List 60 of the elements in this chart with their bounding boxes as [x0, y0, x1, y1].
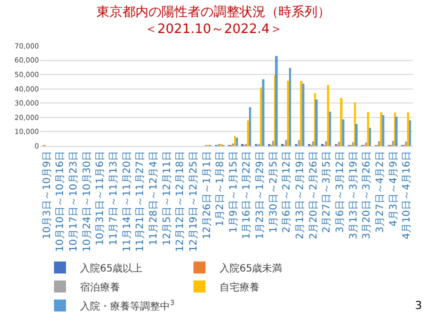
bar — [302, 84, 304, 146]
legend-label: 自宅療養 — [219, 281, 260, 294]
bar — [407, 112, 410, 146]
bar — [289, 68, 292, 146]
x-tick-label: 4月3日～4月9日 — [388, 151, 400, 226]
bar — [272, 140, 274, 146]
x-tick-label: 3月20日～3月26日 — [362, 151, 373, 240]
x-tick-label: 11月7日～11月13日 — [108, 151, 120, 246]
x-tick-label: 2月6日～2月12日 — [282, 151, 293, 233]
chart-subtitle: ＜2021.10～2022.4＞ — [144, 22, 283, 37]
legend-label: 入院65歳未満 — [219, 262, 282, 274]
bar — [365, 142, 368, 146]
x-tick-label: 1月30日～2月5日 — [268, 151, 280, 233]
bar — [382, 115, 384, 146]
x-tick-label: 12月5日～12月11日 — [162, 151, 173, 246]
x-tick-label: 12月19日～12月25日 — [188, 151, 200, 252]
legend-label: 入院・療養等調整中$^{3}$ — [80, 299, 174, 312]
bar — [405, 142, 408, 146]
x-tick-label: 11月28日～12月4日 — [148, 151, 160, 246]
bar — [367, 112, 370, 146]
bar — [340, 98, 342, 146]
x-tick-label: 2月20日～2月26日 — [308, 151, 320, 240]
x-tick-label: 3月27日～4月2日 — [374, 151, 386, 233]
chart-title: 東京都内の陽性者の調整状況（時系列） — [96, 5, 330, 20]
legend-label: 入院65歳以上 — [80, 262, 143, 274]
bar — [369, 128, 371, 146]
legend-label: 宿泊療養 — [80, 281, 120, 294]
bar — [409, 120, 411, 146]
bar — [327, 85, 330, 146]
x-tick-label: 1月23日～1月29日 — [255, 151, 266, 240]
x-tick-label: 3月13日～3月19日 — [348, 151, 360, 240]
bar — [312, 141, 314, 146]
x-tick-label: 4月10日～4月16日 — [402, 151, 413, 240]
x-tick-label: 10月31日～11月6日 — [95, 151, 106, 246]
x-tick-label: 10月17日～10月23日 — [68, 151, 80, 252]
bar — [392, 140, 394, 146]
bar — [275, 56, 278, 146]
bar — [395, 116, 398, 146]
bar — [262, 79, 264, 146]
x-tick-label: 2月13日～2月19日 — [295, 151, 306, 240]
x-tick-label: 1月2日～1月8日 — [215, 151, 226, 226]
x-tick-label: 10月3日～10月9日 — [42, 151, 53, 240]
x-tick-label: 2月27日～3月5日 — [322, 151, 333, 233]
bar — [315, 100, 318, 146]
x-tick-label: 12月12日～12月18日 — [175, 151, 186, 252]
bar — [352, 142, 354, 146]
bar — [355, 124, 358, 146]
x-tick-label: 11月14日～11月20日 — [122, 151, 133, 252]
bar — [342, 119, 344, 146]
bar — [249, 107, 252, 146]
x-tick-label: 10月24日～10月30日 — [82, 151, 93, 252]
x-tick-label: 3月6日～3月12日 — [334, 151, 346, 233]
x-tick-label: 12月26日～1月1日 — [202, 151, 213, 240]
x-tick-label: 1月16日～1月22日 — [242, 151, 253, 240]
bar — [329, 112, 332, 146]
bar — [287, 80, 290, 146]
x-tick-label: 1月9日～1月15日 — [228, 151, 240, 233]
x-tick-label: 10月10日～10月16日 — [55, 151, 66, 252]
text: 3 — [415, 299, 422, 312]
x-tick-label: 11月21日～11月27日 — [135, 151, 146, 252]
